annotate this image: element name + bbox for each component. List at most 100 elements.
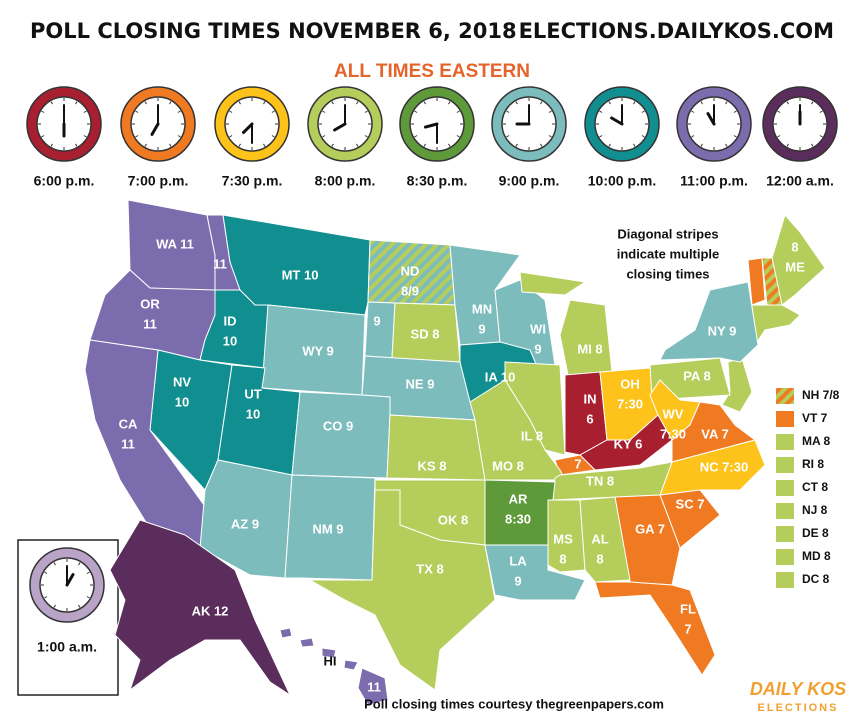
clock-tick	[238, 143, 241, 147]
state-label: 9	[373, 313, 380, 328]
state	[299, 637, 315, 648]
clock-tick	[540, 101, 543, 105]
state-label: OK 8	[438, 512, 468, 527]
state-label: NV	[173, 374, 191, 389]
state-label: CA	[119, 416, 138, 431]
legend-swatch	[776, 457, 794, 473]
clock-tick	[169, 143, 172, 147]
clock-tick	[733, 110, 737, 113]
legend-label: MD 8	[802, 549, 831, 563]
clock-tick	[819, 110, 823, 113]
state	[284, 474, 376, 581]
clock-tick	[144, 101, 147, 105]
clock-tick	[83, 135, 87, 138]
clock-tick	[44, 596, 48, 599]
state-label: OH	[620, 376, 640, 391]
state	[357, 667, 389, 706]
clock-tick	[53, 562, 56, 566]
state-label: NE 9	[406, 376, 435, 391]
clock-tick	[725, 143, 728, 147]
clock-tick	[41, 135, 45, 138]
logo-name: DAILY KOS	[750, 679, 846, 699]
clock-label: 12:00 a.m.	[766, 173, 834, 189]
legend-swatch	[776, 549, 794, 565]
clock-tick	[83, 110, 87, 113]
legend-label: CT 8	[802, 480, 828, 494]
state-label: 9	[514, 573, 521, 588]
state-label: VA 7	[701, 426, 728, 441]
hour-hand	[150, 122, 160, 136]
clock-tick	[700, 101, 703, 105]
note-line: closing times	[626, 266, 709, 281]
state-label: AZ 9	[231, 516, 259, 531]
clock-tick	[448, 101, 451, 105]
clock-tick	[599, 135, 603, 138]
state-label: 6	[586, 411, 593, 426]
legend-swatch	[776, 503, 794, 519]
clock-tick	[608, 143, 611, 147]
title: POLL CLOSING TIMES NOVEMBER 6, 2018	[30, 19, 517, 43]
state-label: 8	[559, 551, 566, 566]
state-label: 10	[246, 406, 260, 421]
state	[109, 519, 292, 697]
clock-tick	[608, 101, 611, 105]
clock-tick	[448, 143, 451, 147]
clock-tick	[456, 110, 460, 113]
clock-tick	[641, 135, 645, 138]
clock-tick	[356, 143, 359, 147]
legend-label: NJ 8	[802, 503, 828, 517]
clock-tick	[271, 110, 275, 113]
subtitle: ALL TIMES EASTERN	[334, 61, 530, 82]
state-label: 9	[534, 341, 541, 356]
state-label: LA	[509, 553, 527, 568]
clock-tick	[599, 110, 603, 113]
clock-label: 11:00 p.m.	[680, 173, 748, 189]
state-label: AL	[591, 531, 608, 546]
state-label: TN 8	[586, 473, 614, 488]
clock-tick	[423, 143, 426, 147]
legend-swatch	[776, 434, 794, 450]
clock-tick	[691, 135, 695, 138]
clock-tick	[53, 604, 56, 608]
state-label: WV	[663, 406, 684, 421]
clock-tick	[86, 596, 90, 599]
state-label: MO 8	[492, 458, 524, 473]
legend-swatch	[776, 526, 794, 542]
clock-tick	[135, 110, 139, 113]
hour-hand	[423, 122, 439, 129]
clock-tick	[414, 135, 418, 138]
state-label: 11	[121, 436, 135, 451]
clock-tick	[733, 135, 737, 138]
state-label: FL	[680, 601, 696, 616]
hawaii-name: HI	[324, 653, 337, 668]
state-label: IL 8	[521, 428, 543, 443]
clock-tick	[548, 110, 552, 113]
clock-tick	[364, 110, 368, 113]
state-label: 10	[223, 333, 237, 348]
state-label: WY 9	[302, 343, 334, 358]
state	[659, 281, 759, 363]
clock-tick	[322, 135, 326, 138]
state-label: MS	[553, 531, 573, 546]
legend-label: VT 7	[802, 411, 828, 425]
state-label: NC 7:30	[700, 459, 748, 474]
clock-tick	[229, 135, 233, 138]
state-label: ID	[224, 313, 237, 328]
state	[594, 581, 716, 676]
clock-tick	[700, 143, 703, 147]
state-label: 8	[791, 239, 798, 254]
clock-tick	[169, 101, 172, 105]
state-label: ND	[401, 263, 420, 278]
state-label: UT	[244, 386, 261, 401]
state	[579, 414, 673, 471]
state-label: WA 11	[156, 236, 194, 251]
state	[484, 544, 586, 601]
state	[761, 257, 783, 306]
clock-tick	[786, 101, 789, 105]
clock-label: 1:00 a.m.	[37, 639, 97, 655]
legend-label: MA 8	[802, 434, 831, 448]
state	[321, 647, 337, 659]
clock-tick	[331, 101, 334, 105]
clock-tick	[50, 101, 53, 105]
